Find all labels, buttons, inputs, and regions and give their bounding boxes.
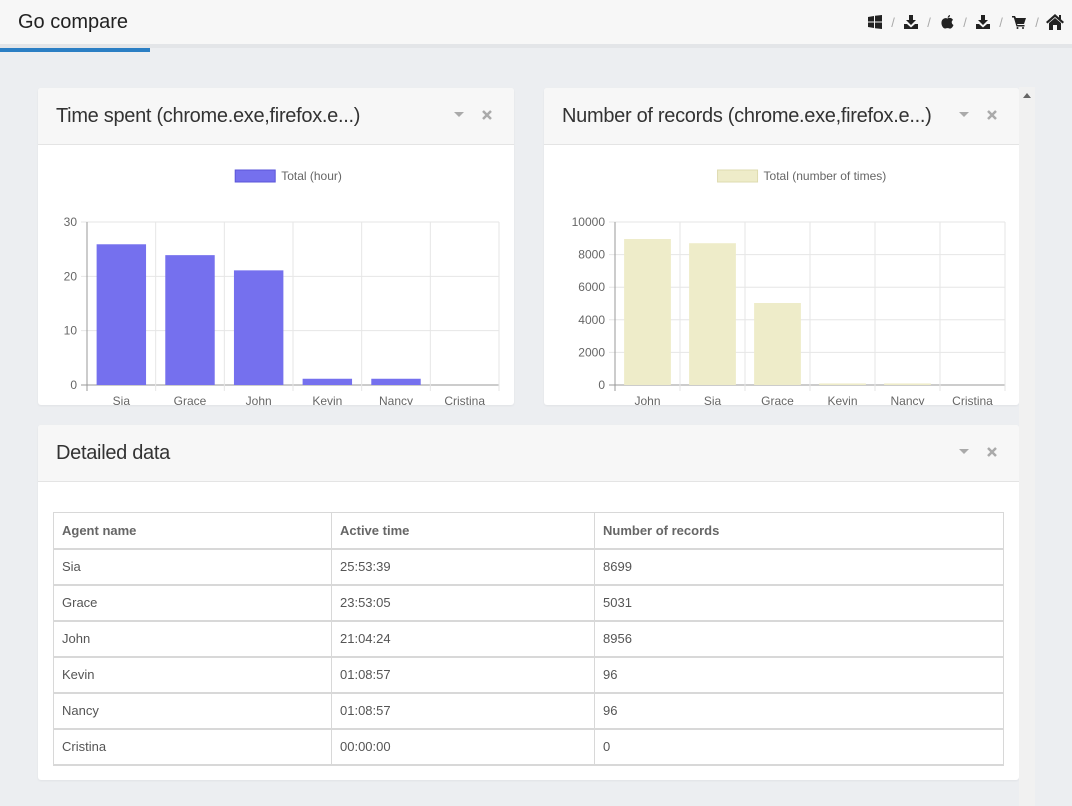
collapse-icon[interactable] [957, 445, 971, 459]
separator: / [1035, 14, 1039, 30]
active-time-cell: 01:08:57 [331, 692, 595, 730]
active-time-cell: 23:53:05 [331, 584, 595, 622]
agent-name-cell: Grace [53, 584, 332, 622]
separator: / [891, 14, 895, 30]
panel-title: Detailed data [56, 442, 170, 464]
topbar-icons: / / / / / [866, 13, 1064, 31]
active-tab-indicator [0, 48, 150, 52]
download-icon[interactable] [902, 13, 920, 31]
agent-name-cell: John [53, 620, 332, 658]
records-cell: 96 [594, 656, 1004, 694]
bar [302, 378, 353, 385]
separator: / [927, 14, 931, 30]
x-tick-label: Nancy [379, 394, 413, 405]
active-time-cell: 25:53:39 [331, 548, 595, 586]
top-bar: Go compare / / / / / [0, 0, 1072, 52]
table-row: John 21:04:24 8956 [53, 620, 1004, 658]
records-panel: Number of records (chrome.exe,firefox.e.… [544, 88, 1019, 405]
bar [371, 378, 421, 385]
bar [819, 383, 866, 385]
y-tick-label: 0 [598, 378, 605, 392]
bar [165, 255, 215, 385]
table-row: Sia 25:53:39 8699 [53, 548, 1004, 586]
records-cell: 5031 [594, 584, 1004, 622]
close-icon[interactable] [985, 108, 999, 122]
collapse-icon[interactable] [957, 108, 971, 122]
legend-swatch [234, 169, 276, 183]
detailed-data-panel: Detailed data Agent name Active time Num… [38, 425, 1019, 780]
table-row: Grace 23:53:05 5031 [53, 584, 1004, 622]
agent-name-cell: Kevin [53, 656, 332, 694]
bar [884, 383, 931, 385]
x-tick-label: Grace [174, 394, 207, 405]
y-tick-label: 8000 [578, 248, 605, 262]
agent-name-cell: Cristina [53, 728, 332, 766]
legend-swatch [717, 169, 759, 183]
separator: / [963, 14, 967, 30]
records-cell: 96 [594, 692, 1004, 730]
home-icon[interactable] [1046, 13, 1064, 31]
y-tick-label: 0 [70, 378, 77, 392]
windows-icon[interactable] [866, 13, 884, 31]
legend-label: Total (hour) [281, 169, 342, 183]
y-tick-label: 4000 [578, 313, 605, 327]
agent-name-cell: Sia [53, 548, 332, 586]
app-title: Go compare [18, 11, 129, 33]
x-tick-label: John [634, 394, 660, 405]
table-row: Kevin 01:08:57 96 [53, 656, 1004, 694]
panel-header: Number of records (chrome.exe,firefox.e.… [544, 88, 1019, 145]
column-header[interactable]: Number of records [594, 512, 1004, 550]
bar [96, 244, 147, 385]
legend-label: Total (number of times) [764, 169, 887, 183]
bar [233, 270, 284, 385]
detailed-data-table: Agent name Active time Number of records… [53, 512, 1004, 766]
y-tick-label: 6000 [578, 280, 605, 294]
column-header[interactable]: Active time [331, 512, 595, 550]
table-header-row: Agent name Active time Number of records [53, 512, 1004, 550]
x-tick-label: Cristina [444, 394, 485, 405]
cart-icon[interactable] [1010, 13, 1028, 31]
close-icon[interactable] [480, 108, 494, 122]
records-cell: 8699 [594, 548, 1004, 586]
x-tick-label: Sia [704, 394, 722, 405]
panel-title: Time spent (chrome.exe,firefox.e...) [56, 105, 361, 127]
bar [754, 302, 801, 385]
active-time-cell: 00:00:00 [331, 728, 595, 766]
x-tick-label: Grace [761, 394, 794, 405]
scrollbar[interactable] [1019, 87, 1035, 806]
active-time-cell: 01:08:57 [331, 656, 595, 694]
column-header[interactable]: Agent name [53, 512, 332, 550]
x-tick-label: Kevin [827, 394, 857, 405]
time-spent-chart: Total (hour) 0 10 20 30 Sia Grace John Kevin Nanc… [64, 169, 500, 405]
x-tick-label: Nancy [890, 394, 924, 405]
y-tick-label: 2000 [578, 345, 605, 359]
bar [689, 243, 736, 385]
collapse-icon[interactable] [452, 108, 466, 122]
x-tick-label: Kevin [312, 394, 342, 405]
time-spent-panel: Time spent (chrome.exe,firefox.e...) Tot… [38, 88, 514, 405]
panel-title: Number of records (chrome.exe,firefox.e.… [562, 105, 932, 127]
panel-header: Detailed data [38, 425, 1019, 482]
y-tick-label: 20 [64, 269, 78, 283]
panel-header: Time spent (chrome.exe,firefox.e...) [38, 88, 514, 145]
y-tick-label: 10 [64, 324, 78, 338]
apple-icon[interactable] [938, 13, 956, 31]
agent-name-cell: Nancy [53, 692, 332, 730]
records-cell: 0 [594, 728, 1004, 766]
download-icon[interactable] [974, 13, 992, 31]
table-row: Cristina 00:00:00 0 [53, 728, 1004, 766]
active-time-cell: 21:04:24 [331, 620, 595, 658]
table-row: Nancy 01:08:57 96 [53, 692, 1004, 730]
x-tick-label: Cristina [952, 394, 993, 405]
close-icon[interactable] [985, 445, 999, 459]
bar [624, 239, 671, 385]
records-chart: Total (number of times) 0 2000 4000 6000 8000… [572, 169, 1006, 405]
separator: / [999, 14, 1003, 30]
y-tick-label: 30 [64, 215, 78, 229]
y-tick-label: 10000 [572, 215, 606, 229]
x-tick-label: John [246, 394, 272, 405]
records-cell: 8956 [594, 620, 1004, 658]
x-tick-label: Sia [113, 394, 131, 405]
scroll-up-icon[interactable] [1023, 93, 1031, 98]
